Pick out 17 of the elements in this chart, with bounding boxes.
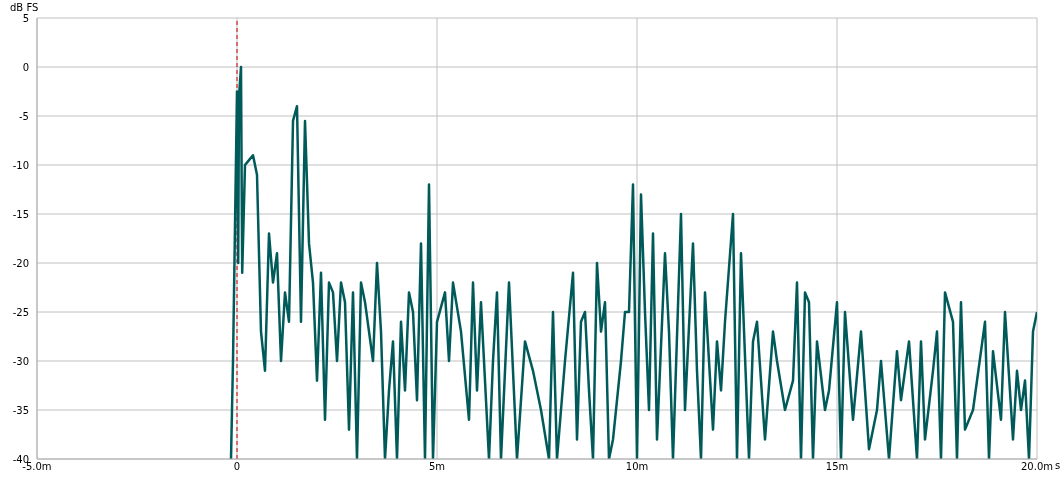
y-tick-label: -20 (12, 257, 29, 269)
y-tick-label: 0 (22, 61, 29, 73)
y-tick-label: -25 (12, 306, 29, 318)
y-axis-title: dB FS (10, 2, 39, 13)
y-tick-label: -30 (12, 355, 29, 367)
y-tick-label: 5 (22, 12, 29, 24)
y-tick-label: -10 (12, 159, 29, 171)
x-axis-title: s (1055, 460, 1061, 471)
x-tick-label: 20.0m (1020, 461, 1054, 473)
x-tick-label: 10m (625, 461, 649, 473)
x-tick-label: 0 (233, 461, 241, 473)
x-tick-label: 5m (428, 461, 446, 473)
y-tick-label: -35 (12, 404, 29, 416)
y-tick-label: -15 (12, 208, 29, 220)
line-series (229, 65, 1037, 459)
y-tick-label: -5 (19, 110, 29, 122)
x-tick-label: 15m (825, 461, 849, 473)
